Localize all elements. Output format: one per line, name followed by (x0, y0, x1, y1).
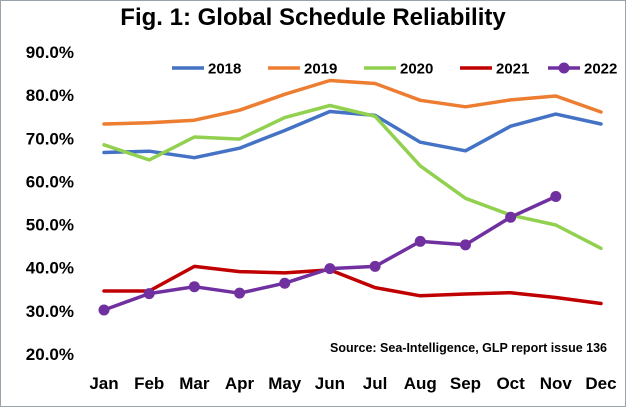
y-tick-label: 20.0% (26, 345, 74, 364)
x-tick-label: Apr (225, 374, 255, 393)
x-tick-label: Mar (179, 374, 210, 393)
y-tick-label: 60.0% (26, 172, 74, 191)
data-point-2022 (459, 239, 471, 251)
x-tick-label: Aug (404, 374, 437, 393)
x-tick-label: Oct (496, 374, 525, 393)
chart-title: Fig. 1: Global Schedule Reliability (120, 4, 506, 31)
legend-label-2019: 2019 (304, 61, 337, 78)
series-line-2018 (102, 109, 603, 160)
y-tick-label: 80.0% (26, 86, 74, 105)
y-axis-ticks: 20.0% 30.0% 40.0% 50.0% 60.0% 70.0% 80.0% 90.0% (26, 43, 74, 364)
x-tick-label: Dec (585, 374, 616, 393)
data-point-2022 (143, 288, 155, 300)
data-point-2022 (188, 281, 200, 293)
series-line-2020 (102, 103, 603, 251)
data-point-2022 (414, 235, 426, 247)
x-tick-label: Nov (540, 374, 573, 393)
y-tick-label: 90.0% (26, 43, 74, 62)
y-tick-label: 40.0% (26, 259, 74, 278)
data-point-2022 (324, 263, 336, 275)
y-tick-label: 50.0% (26, 216, 74, 235)
source-note: Source: Sea-Intelligence, GLP report iss… (330, 341, 607, 355)
data-point-2022 (98, 304, 110, 316)
series-line-2019 (102, 78, 603, 126)
legend-label-2020: 2020 (400, 61, 433, 78)
x-tick-label: Feb (134, 374, 164, 393)
data-point-2022 (505, 211, 517, 223)
legend: 2018 2019 2020 2021 2022 (172, 61, 617, 78)
x-axis-ticks: Jan Feb Mar Apr May Jun Jul Aug Sep Oct Nov Dec (89, 374, 616, 393)
legend-label-2021: 2021 (496, 61, 529, 78)
series-lines (102, 78, 603, 312)
x-tick-label: Jun (315, 374, 345, 393)
series-markers (98, 191, 562, 316)
x-tick-label: Jan (89, 374, 118, 393)
y-tick-label: 30.0% (26, 302, 74, 321)
legend-label-2018: 2018 (208, 61, 241, 78)
x-tick-label: Jul (363, 374, 388, 393)
data-point-2022 (369, 260, 381, 272)
series-line-2021 (102, 264, 603, 306)
data-point-2022 (279, 277, 291, 289)
data-point-2022 (234, 287, 246, 299)
x-tick-label: May (268, 374, 302, 393)
legend-label-2022: 2022 (584, 61, 617, 78)
y-tick-label: 70.0% (26, 129, 74, 148)
x-tick-label: Sep (450, 374, 481, 393)
legend-marker-2022 (558, 62, 570, 74)
data-point-2022 (550, 191, 562, 203)
